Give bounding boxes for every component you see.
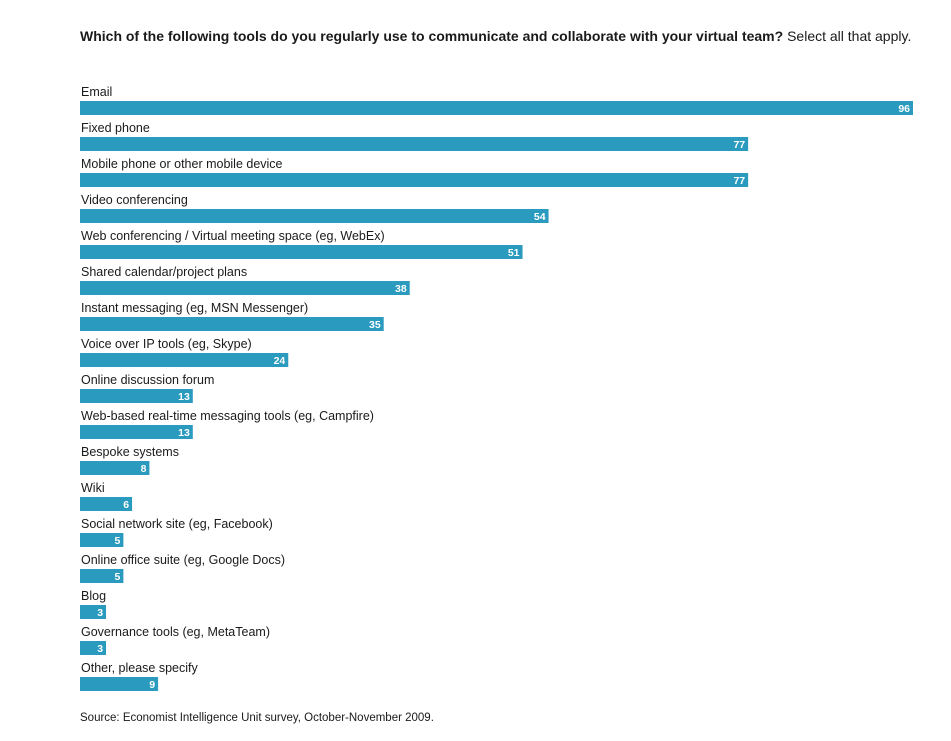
bar-value-label: 3 <box>97 643 103 655</box>
bar-value-label: 13 <box>178 391 190 403</box>
bar-category-label: Bespoke systems <box>81 445 179 459</box>
bar-value-label: 24 <box>274 355 286 367</box>
chart-title: Which of the following tools do you regu… <box>80 27 940 45</box>
bar <box>80 173 749 187</box>
bar-value-label: 5 <box>115 535 121 547</box>
bar <box>80 497 133 511</box>
bar-value-label: 38 <box>395 283 407 295</box>
bar-value-label: 77 <box>733 175 745 187</box>
bar-category-label: Blog <box>81 589 106 603</box>
bar-category-label: Online discussion forum <box>81 373 214 387</box>
bar-category-label: Other, please specify <box>81 661 198 675</box>
bar-category-label: Web-based real-time messaging tools (eg,… <box>81 409 374 423</box>
bar-category-label: Web conferencing / Virtual meeting space… <box>81 229 385 243</box>
bar-group: Blog 3 <box>80 589 106 619</box>
bar-group: Video conferencing 54 <box>80 193 549 223</box>
bar-group: Wiki 6 <box>80 481 133 511</box>
bar-group: Mobile phone or other mobile device 77 <box>80 157 749 187</box>
bar <box>80 245 523 259</box>
bar <box>80 677 159 691</box>
bar-value-label: 3 <box>97 607 103 619</box>
bar-group: Web-based real-time messaging tools (eg,… <box>80 409 374 439</box>
bar-value-label: 13 <box>178 427 190 439</box>
bar-value-label: 5 <box>115 571 121 583</box>
bar-category-label: Wiki <box>81 481 105 495</box>
bar <box>80 425 193 439</box>
chart-question: Which of the following tools do you regu… <box>80 28 784 44</box>
bar <box>80 569 124 583</box>
bar-category-label: Social network site (eg, Facebook) <box>81 517 273 531</box>
bar-value-label: 77 <box>733 139 745 151</box>
bar <box>80 281 410 295</box>
bar <box>80 641 107 655</box>
bar-value-label: 9 <box>149 679 155 691</box>
bar-group: Fixed phone 77 <box>80 121 749 151</box>
bar-value-label: 51 <box>508 247 520 259</box>
bar-value-label: 6 <box>123 499 129 511</box>
bar <box>80 353 289 367</box>
bar-category-label: Online office suite (eg, Google Docs) <box>81 553 285 567</box>
bar <box>80 461 150 475</box>
bar-group: Online discussion forum 13 <box>80 373 214 403</box>
bar-category-label: Video conferencing <box>81 193 188 207</box>
bar-category-label: Instant messaging (eg, MSN Messenger) <box>81 301 308 315</box>
bar <box>80 137 749 151</box>
bar <box>80 317 384 331</box>
bar-value-label: 54 <box>534 211 546 223</box>
bar-group: Online office suite (eg, Google Docs) 5 <box>80 553 285 583</box>
bar-group: Instant messaging (eg, MSN Messenger) 35 <box>80 301 384 331</box>
bar-group: Shared calendar/project plans 38 <box>80 265 410 295</box>
bar-category-label: Governance tools (eg, MetaTeam) <box>81 625 270 639</box>
bar-value-label: 96 <box>898 103 910 115</box>
bar <box>80 605 107 619</box>
bar-group: Governance tools (eg, MetaTeam) 3 <box>80 625 270 655</box>
bar-category-label: Shared calendar/project plans <box>81 265 247 279</box>
bar <box>80 389 193 403</box>
bar-category-label: Fixed phone <box>81 121 150 135</box>
bar <box>80 101 913 115</box>
bar <box>80 209 549 223</box>
source-note: Source: Economist Intelligence Unit surv… <box>80 712 434 724</box>
bar-group: Voice over IP tools (eg, Skype) 24 <box>80 337 289 367</box>
bar-group: Email 96 <box>80 85 913 115</box>
bar-group: Bespoke systems 8 <box>80 445 179 475</box>
bar-category-label: Voice over IP tools (eg, Skype) <box>81 337 252 351</box>
bar-category-label: Mobile phone or other mobile device <box>81 157 283 171</box>
bar <box>80 533 124 547</box>
bar-group: Social network site (eg, Facebook) 5 <box>80 517 273 547</box>
bar-value-label: 35 <box>369 319 381 331</box>
chart-instruction: Select all that apply. <box>787 28 912 44</box>
bar-category-label: Email <box>81 85 112 99</box>
bar-group: Other, please specify 9 <box>80 661 198 691</box>
bar-group: Web conferencing / Virtual meeting space… <box>80 229 523 259</box>
bar-value-label: 8 <box>141 463 147 475</box>
